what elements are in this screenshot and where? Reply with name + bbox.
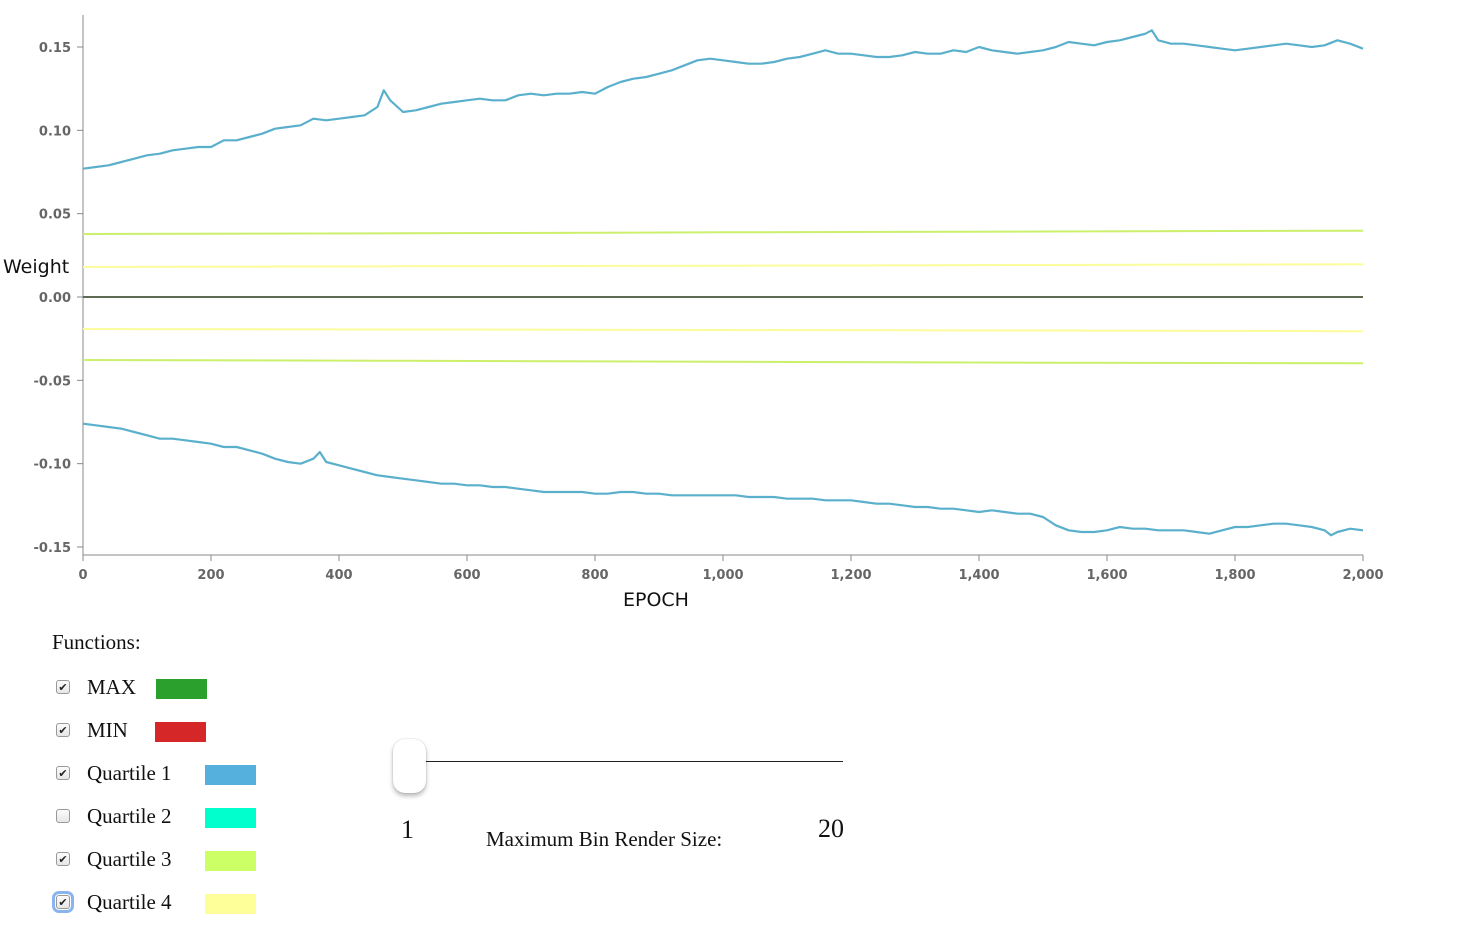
- color-swatch-quartile-1: [205, 765, 256, 785]
- series-line-quartile4-upper: [82, 263, 1364, 268]
- function-toggle-quartile-1[interactable]: ✔ Quartile 1: [56, 760, 256, 786]
- checkbox-quartile-3[interactable]: ✔: [56, 852, 70, 866]
- color-swatch-quartile-4: [205, 894, 256, 914]
- checkbox-min[interactable]: ✔: [56, 723, 70, 737]
- checkbox-max[interactable]: ✔: [56, 680, 70, 694]
- color-swatch-quartile-2: [205, 808, 256, 828]
- function-label-max: MAX: [87, 674, 137, 699]
- y-tick-label: 0.00: [39, 291, 71, 306]
- y-tick-label: -0.05: [34, 374, 71, 389]
- y-tick-label: -0.10: [34, 458, 71, 473]
- series-line-quartile1-lower: [82, 422, 1364, 537]
- series-line-quartile3-upper: [82, 229, 1364, 235]
- series-line-quartile3-lower: [82, 359, 1364, 365]
- y-axis: -0.15 -0.10 -0.05 0.00 0.05 0.10 0.15: [34, 15, 84, 556]
- slider-min-label: 1: [401, 815, 414, 844]
- y-axis-title: Weight: [3, 256, 69, 278]
- series-line-quartile1-upper: [82, 29, 1364, 170]
- bin-size-slider-handle[interactable]: [393, 739, 426, 793]
- function-toggle-max[interactable]: ✔ MAX: [56, 674, 207, 700]
- y-tick-label: 0.15: [39, 41, 71, 56]
- color-swatch-min: [155, 722, 206, 742]
- slider-caption: Maximum Bin Render Size:: [486, 827, 723, 851]
- function-toggle-quartile-3[interactable]: ✔ Quartile 3: [56, 846, 256, 872]
- bin-size-slider-track[interactable]: [426, 761, 843, 762]
- function-toggle-quartile-4[interactable]: ✔ Quartile 4: [52, 889, 256, 915]
- weight-epoch-chart: -0.15 -0.10 -0.05 0.00 0.05 0.10 0.15 0 200 400 6…: [3, 15, 1384, 611]
- y-tick-label: 0.10: [39, 124, 71, 139]
- functions-label: Functions:: [52, 630, 141, 654]
- x-axis-title: EPOCH: [623, 589, 689, 611]
- series-line-quartile4-lower: [82, 328, 1364, 333]
- series-group: [82, 29, 1364, 537]
- x-tick-label: 400: [325, 568, 352, 583]
- color-swatch-max: [156, 679, 207, 699]
- x-tick-label: 1,200: [830, 568, 871, 583]
- x-tick-label: 1,600: [1086, 568, 1127, 583]
- x-tick-label: 0: [78, 568, 87, 583]
- x-tick-label: 2,000: [1342, 568, 1383, 583]
- x-tick-label: 1,000: [702, 568, 743, 583]
- function-label-min: MIN: [87, 717, 128, 742]
- x-tick-label: 800: [581, 568, 608, 583]
- slider-max-label: 20: [818, 814, 844, 843]
- x-tick-label: 200: [197, 568, 224, 583]
- function-label-quartile-4: Quartile 4: [87, 889, 172, 914]
- y-tick-label: 0.05: [39, 208, 71, 223]
- function-label-quartile-3: Quartile 3: [87, 846, 172, 871]
- x-axis: 0 200 400 600 800 1,000 1,200 1,400 1,600 1,800 2,…: [78, 554, 1384, 583]
- checkbox-quartile-1[interactable]: ✔: [56, 766, 70, 780]
- color-swatch-quartile-3: [205, 851, 256, 871]
- x-tick-label: 600: [453, 568, 480, 583]
- checkbox-quartile-4[interactable]: ✔: [52, 891, 74, 913]
- x-tick-label: 1,800: [1214, 568, 1255, 583]
- y-tick-label: -0.15: [34, 541, 71, 556]
- checkbox-quartile-2[interactable]: [56, 809, 70, 823]
- function-label-quartile-2: Quartile 2: [87, 803, 172, 828]
- function-toggle-quartile-2[interactable]: Quartile 2: [56, 803, 256, 829]
- x-tick-label: 1,400: [958, 568, 999, 583]
- function-label-quartile-1: Quartile 1: [87, 760, 172, 785]
- function-toggle-min[interactable]: ✔ MIN: [56, 717, 206, 743]
